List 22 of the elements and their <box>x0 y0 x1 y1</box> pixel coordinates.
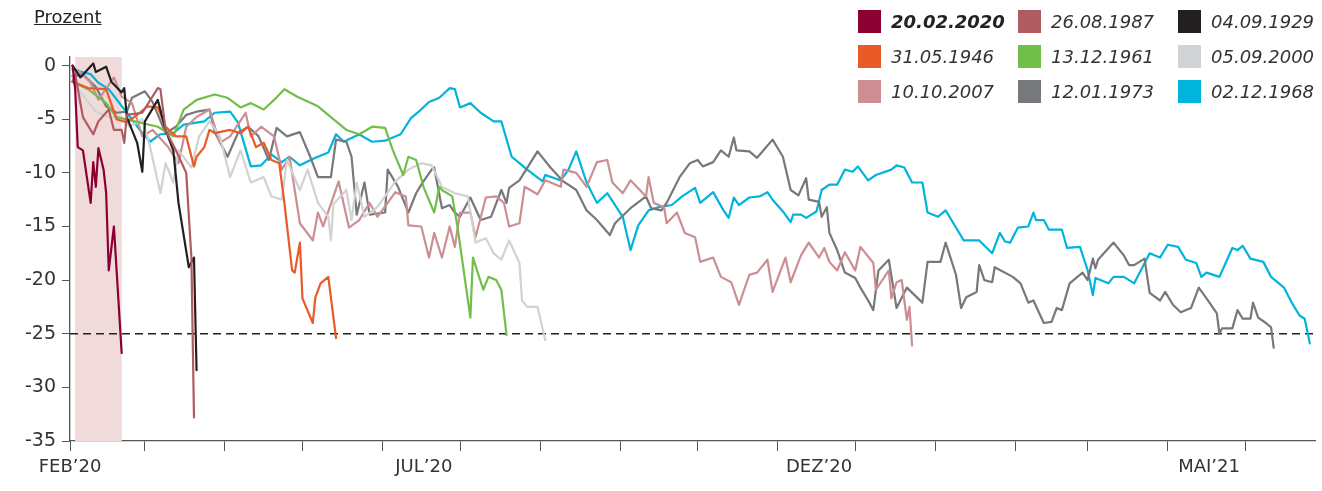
x-tick-label: MAI’21 <box>1178 455 1240 477</box>
legend-label: 31.05.1946 <box>891 46 995 67</box>
legend-label: 20.02.2020 <box>891 11 1005 32</box>
y-tick-label: 0 <box>43 52 56 75</box>
legend-label: 04.09.1929 <box>1211 11 1315 32</box>
y-tick-label: -5 <box>37 106 56 129</box>
legend-label: 12.01.1973 <box>1051 81 1155 102</box>
legend-label: 05.09.2000 <box>1211 46 1315 67</box>
legend-label: 02.12.1968 <box>1211 81 1315 102</box>
y-axis-title: Prozent <box>34 6 102 27</box>
y-tick-label: -35 <box>24 427 56 450</box>
legend-label: 10.10.2007 <box>891 81 995 102</box>
x-tick-label: FEB’20 <box>38 455 102 477</box>
y-tick-label: -20 <box>24 267 56 290</box>
y-tick-label: -15 <box>24 213 56 236</box>
y-tick-label: -10 <box>24 159 56 182</box>
legend-label: 13.12.1961 <box>1051 46 1155 67</box>
legend-label: 26.08.1987 <box>1051 11 1155 32</box>
y-tick-label: -30 <box>24 374 56 397</box>
x-tick-label: DEZ’20 <box>785 455 853 477</box>
y-tick-label: -25 <box>24 320 56 343</box>
x-tick-label: JUL’20 <box>394 455 453 477</box>
